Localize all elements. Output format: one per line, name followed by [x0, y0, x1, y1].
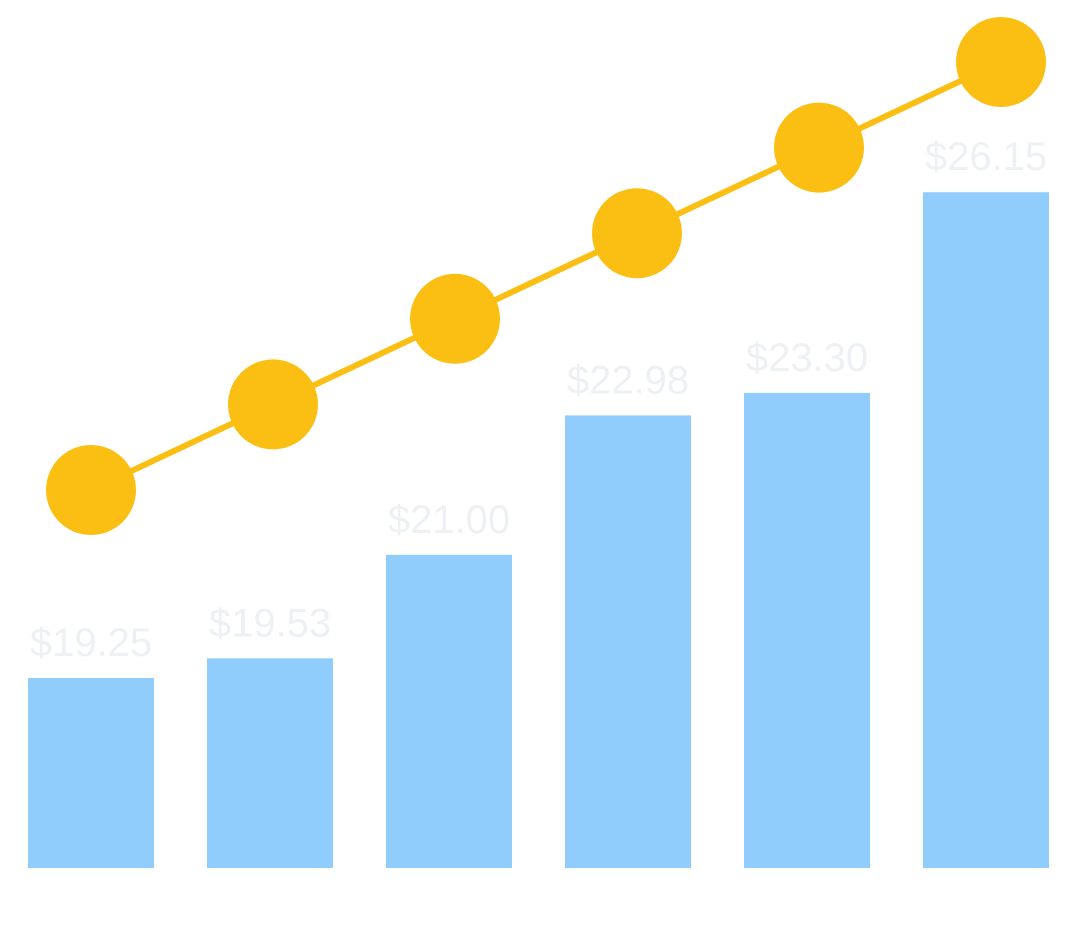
bar-3 — [386, 554, 512, 868]
bar-value-label-1: $19.25 — [30, 621, 152, 665]
bar-5 — [744, 392, 870, 868]
trend-point-4 — [592, 188, 682, 279]
bar-value-label-2: $19.53 — [209, 601, 331, 645]
trend-point-6 — [956, 17, 1046, 107]
bar-4 — [565, 415, 691, 868]
bar-2 — [207, 658, 333, 868]
trend-point-3 — [410, 273, 500, 364]
bars-layer — [28, 192, 1049, 869]
value-labels-layer: $19.25 $19.53 $21.00 $22.98 $23.30 $26.15 — [30, 135, 1047, 665]
trend-point-5 — [774, 102, 864, 193]
trend-point-1 — [46, 445, 136, 535]
bar-value-label-6: $26.15 — [925, 135, 1047, 179]
bar-1 — [28, 678, 154, 868]
bar-6 — [923, 192, 1049, 869]
trend-point-2 — [228, 359, 318, 450]
bar-value-label-4: $22.98 — [567, 358, 689, 402]
bar-value-label-5: $23.30 — [746, 336, 868, 380]
bar-value-label-3: $21.00 — [388, 498, 510, 542]
trend-points-layer — [46, 17, 1046, 535]
